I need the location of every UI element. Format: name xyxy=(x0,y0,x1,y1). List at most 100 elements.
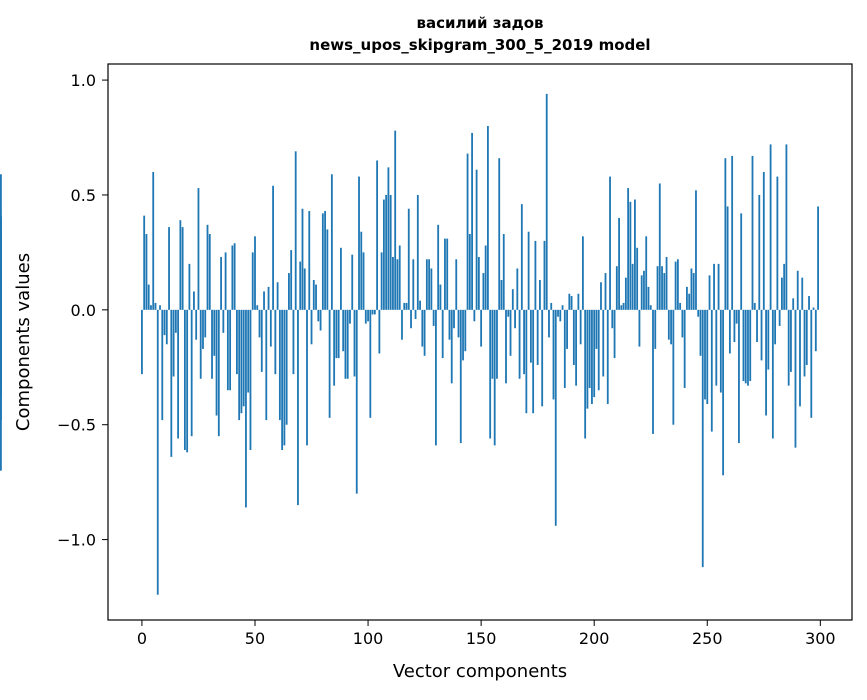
bar xyxy=(812,307,815,310)
bar xyxy=(557,309,559,317)
bar xyxy=(299,261,302,310)
y-tick-label: 1.0 xyxy=(71,71,96,90)
bar xyxy=(333,309,336,386)
bar xyxy=(419,300,421,310)
bar xyxy=(183,309,186,450)
bar xyxy=(638,309,641,347)
bar xyxy=(342,309,345,352)
bar xyxy=(640,275,643,310)
bar xyxy=(423,309,426,356)
bar xyxy=(482,273,485,310)
bar xyxy=(251,252,254,310)
x-axis: 0 50 100 150 200 250 300 xyxy=(137,620,836,648)
bar xyxy=(161,309,164,421)
bar xyxy=(731,155,734,310)
bar xyxy=(785,144,788,310)
bar xyxy=(267,286,270,310)
bar xyxy=(801,277,804,310)
bar xyxy=(330,174,333,310)
bar xyxy=(753,302,756,310)
bar xyxy=(303,268,306,310)
bar xyxy=(197,188,200,310)
bar xyxy=(387,167,390,310)
bar xyxy=(776,176,779,310)
bar xyxy=(541,309,544,407)
y-tick-label: −0.5 xyxy=(57,416,96,435)
bar xyxy=(174,309,177,333)
bar xyxy=(0,174,2,310)
bar xyxy=(371,309,374,315)
bar xyxy=(663,273,666,310)
bar xyxy=(410,309,412,329)
bar xyxy=(817,206,819,310)
bar xyxy=(324,211,326,310)
bar xyxy=(529,309,532,363)
bar xyxy=(315,284,317,310)
bar xyxy=(394,130,397,310)
plot-frame xyxy=(107,63,853,621)
bar xyxy=(520,204,523,310)
bar xyxy=(156,309,159,595)
bar xyxy=(294,151,297,310)
bar xyxy=(780,277,783,310)
bar xyxy=(288,273,290,310)
bar xyxy=(276,282,279,310)
bar xyxy=(543,240,546,310)
bar xyxy=(233,243,236,310)
bar xyxy=(199,309,202,379)
bar xyxy=(690,268,693,310)
bar xyxy=(428,259,431,310)
bar xyxy=(794,309,797,448)
bar xyxy=(220,256,222,310)
bar xyxy=(676,259,679,310)
bar xyxy=(726,206,729,310)
bar xyxy=(514,309,516,329)
bar xyxy=(579,309,582,345)
bar xyxy=(491,309,494,379)
bar xyxy=(432,309,435,326)
bar xyxy=(624,277,627,310)
bar xyxy=(195,309,198,340)
bar xyxy=(321,213,324,310)
bar xyxy=(310,309,313,345)
bar xyxy=(211,309,213,379)
bar xyxy=(505,309,507,384)
chart-subtitle: news_upos_skipgram_300_5_2019 model xyxy=(309,36,650,54)
x-tick-label: 250 xyxy=(692,629,723,648)
bar xyxy=(306,309,308,446)
bar xyxy=(595,309,598,349)
bar xyxy=(369,309,372,418)
bar xyxy=(181,227,184,310)
bar xyxy=(704,309,706,400)
bar xyxy=(317,309,320,322)
bar xyxy=(771,309,774,439)
bar xyxy=(165,309,168,345)
bar xyxy=(312,279,315,310)
chart-title: василий задов xyxy=(417,14,544,32)
bar xyxy=(643,270,645,310)
bar xyxy=(645,236,648,310)
bar xyxy=(468,234,471,310)
bar xyxy=(518,309,521,379)
y-tick-label: 0.0 xyxy=(71,301,96,320)
bar xyxy=(532,309,535,414)
bar xyxy=(674,261,677,310)
x-axis-label: Vector components xyxy=(393,661,567,682)
bar xyxy=(778,309,781,326)
bar xyxy=(697,309,700,317)
bar xyxy=(376,160,379,310)
bar xyxy=(177,309,180,439)
bar xyxy=(699,309,702,356)
bar xyxy=(769,144,772,310)
bar xyxy=(217,309,220,437)
bar xyxy=(430,268,433,310)
bar xyxy=(258,309,261,338)
bar xyxy=(168,227,170,310)
x-tick-label: 300 xyxy=(805,629,836,648)
bar xyxy=(373,309,376,315)
bar xyxy=(487,126,489,310)
bar xyxy=(446,238,449,310)
bar xyxy=(150,305,152,310)
bar xyxy=(627,188,630,310)
